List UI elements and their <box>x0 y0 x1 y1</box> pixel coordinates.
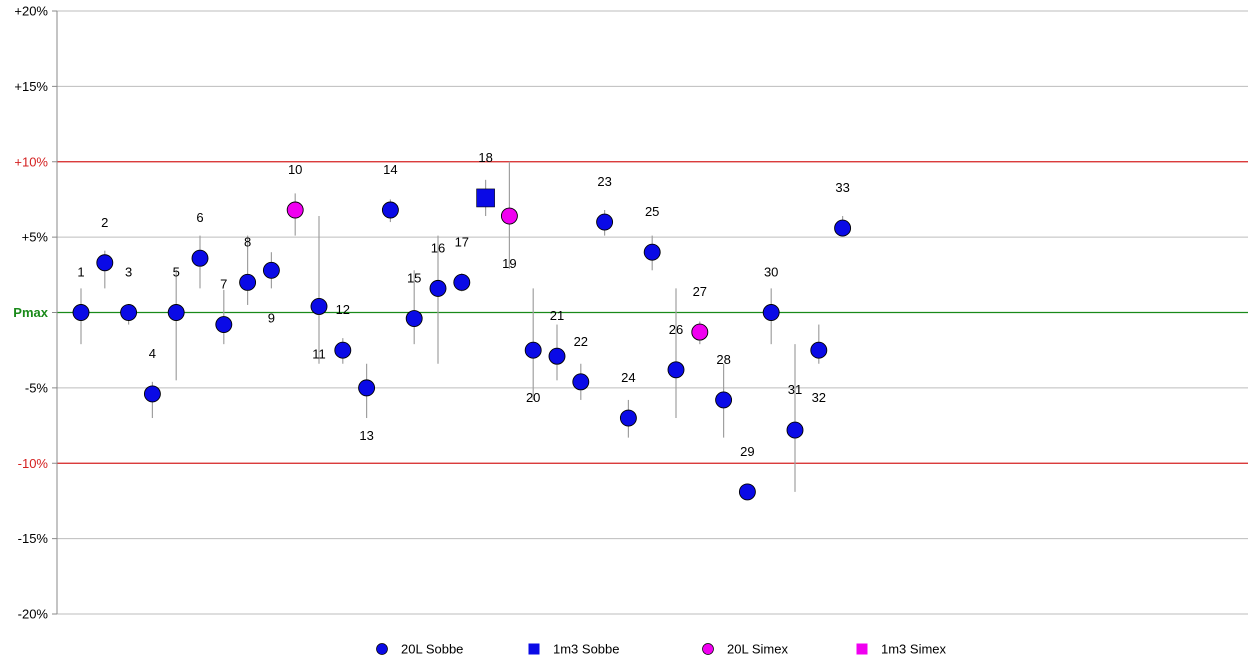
data-point-label: 18 <box>478 150 492 165</box>
data-point-label: 24 <box>621 370 635 385</box>
y-tick-label: -5% <box>25 380 49 395</box>
data-point-circle <box>405 310 423 327</box>
y-tick-label: Pmax <box>13 305 48 320</box>
y-tick-label: +5% <box>22 230 49 245</box>
data-point-square <box>476 188 495 208</box>
axis-layer: +20% +15% +10% +5% Pmax -5% -10% -15% -20% <box>13 4 58 622</box>
data-point-circle <box>548 347 566 365</box>
y-tick-label: -15% <box>18 531 49 546</box>
data-point-circle <box>572 373 590 391</box>
data-point-circle <box>834 219 852 237</box>
data-point-label: 7 <box>220 277 227 292</box>
data-point-label: 27 <box>693 284 707 299</box>
data-point-label: 15 <box>407 271 421 286</box>
data-point-label: 16 <box>431 240 445 255</box>
data-point-circle <box>500 207 518 225</box>
data-point-circle <box>429 279 447 297</box>
data-point-label: 32 <box>812 390 826 405</box>
data-point-label: 1 <box>77 265 84 280</box>
data-point-label: 23 <box>597 174 611 189</box>
data-point-label: 11 <box>312 346 326 361</box>
data-point-circle <box>286 201 304 219</box>
data-point-circle <box>239 273 257 291</box>
data-point-label: 14 <box>383 162 397 177</box>
data-point-circle <box>96 254 114 272</box>
data-point-circle <box>72 304 90 321</box>
y-tick-label: +10% <box>14 154 48 169</box>
data-point-circle <box>310 298 328 315</box>
data-point-label: 25 <box>645 204 659 219</box>
data-point-circle <box>738 483 756 501</box>
data-point-label: 28 <box>716 352 730 367</box>
legend-label: 20L Simex <box>727 642 788 657</box>
data-point-circle <box>262 261 280 279</box>
data-point-label: 30 <box>764 265 778 280</box>
data-point-circle <box>691 323 709 341</box>
data-point-circle <box>453 273 471 291</box>
data-point-circle <box>524 341 542 359</box>
data-point-label: 3 <box>125 265 132 280</box>
data-point-label: 8 <box>244 234 251 249</box>
y-tick-label: -20% <box>18 607 49 622</box>
data-point-circle <box>143 385 161 403</box>
data-point-label: 13 <box>359 428 373 443</box>
legend-label: 1m3 Sobbe <box>553 642 620 657</box>
y-tick-label: -10% <box>18 456 49 471</box>
legend-label: 1m3 Simex <box>881 642 947 657</box>
data-point-circle <box>191 249 209 267</box>
data-point-label: 26 <box>669 322 683 337</box>
data-point-circle <box>643 243 661 261</box>
data-point-label: 9 <box>268 310 275 325</box>
legend-marker <box>702 643 714 655</box>
data-point-label: 31 <box>788 382 802 397</box>
data-point-circle <box>215 316 233 334</box>
data-point-circle <box>596 213 614 231</box>
data-point-circle <box>762 304 780 321</box>
data-point-circle <box>810 341 828 359</box>
data-point-circle <box>667 361 685 379</box>
data-point-circle <box>381 201 399 219</box>
data-point-label: 12 <box>336 302 350 317</box>
data-point-circle <box>334 341 352 359</box>
data-point-label: 29 <box>740 444 754 459</box>
legend-marker <box>528 643 540 655</box>
y-tick-label: +20% <box>14 4 48 19</box>
data-point-label: 33 <box>835 180 849 195</box>
data-point-circle <box>786 421 804 439</box>
data-point-label: 6 <box>196 210 203 225</box>
marker-layer <box>72 188 852 501</box>
y-tick-label: +15% <box>14 79 48 94</box>
data-point-circle <box>167 304 185 321</box>
data-point-label: 10 <box>288 162 302 177</box>
data-point-label: 20 <box>526 390 540 405</box>
error-bar-layer <box>80 161 844 500</box>
legend-marker <box>856 643 868 655</box>
data-point-label: 5 <box>173 265 180 280</box>
data-point-label: 21 <box>550 308 564 323</box>
legend-marker <box>376 643 388 655</box>
data-point-circle <box>619 409 637 427</box>
data-point-label: 2 <box>101 215 108 230</box>
data-point-circle <box>715 391 733 409</box>
legend-label: 20L Sobbe <box>401 642 463 657</box>
data-point-circle <box>120 304 138 321</box>
data-point-label: 19 <box>502 256 516 271</box>
legend: 20L Sobbe 1m3 Sobbe 20L Simex 1m3 Simex <box>376 642 947 657</box>
data-point-label: 17 <box>455 234 469 249</box>
data-point-label: 4 <box>149 346 156 361</box>
grid-layer <box>57 10 1248 615</box>
data-point-circle <box>358 379 376 397</box>
data-point-label: 22 <box>574 334 588 349</box>
